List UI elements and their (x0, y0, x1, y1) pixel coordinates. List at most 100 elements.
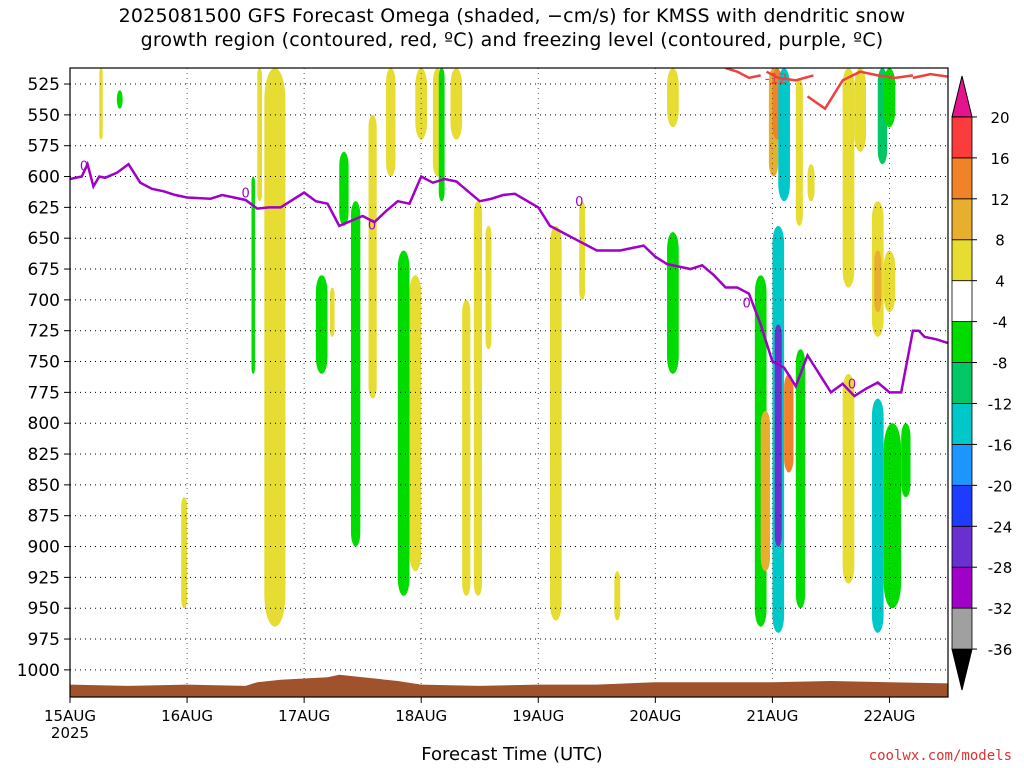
colorbar: -36 -32 -28 -24 -20 -16 -12 -8 -4 4 8 12 16 20 (951, 75, 1013, 691)
colorbar-min-arrow (951, 648, 973, 691)
colorbar-tick-label: 12 (990, 191, 1009, 209)
freezing-level-label: 0 (80, 159, 88, 174)
y-tick-label: 750 (28, 353, 60, 373)
y-tick-label: 975 (28, 630, 60, 650)
x-tick-label: 15AUG (44, 707, 96, 725)
y-tick-label: 675 (28, 260, 60, 280)
omega-shaded-cell (667, 232, 679, 374)
colorbar-swatch (951, 566, 973, 609)
y-tick-label: 700 (28, 291, 60, 311)
colorbar-tick-label: -16 (988, 436, 1013, 454)
omega-shaded-cell (579, 201, 586, 300)
colorbar-swatch (951, 484, 973, 527)
omega-shaded-cell (795, 349, 806, 609)
watermark: coolwx.com/models (868, 748, 1012, 764)
freezing-level-line (70, 160, 948, 398)
colorbar-max-arrow (951, 75, 973, 118)
x-tick-label: 16AUG (161, 707, 213, 725)
y-tick-label: 1000 (17, 661, 60, 681)
colorbar-tick-label: 20 (990, 109, 1009, 127)
dgz-contour-line (912, 72, 948, 80)
colorbar-tick-label: 8 (995, 232, 1005, 250)
colorbar-swatch (951, 362, 973, 404)
omega-shaded-cell (614, 571, 621, 621)
omega-shaded-cell (883, 250, 896, 313)
omega-shaded-cell (807, 164, 815, 202)
freezing-level-label: 0 (241, 187, 249, 202)
omega-shaded-cell (871, 398, 884, 633)
omega-shaded-cell (778, 68, 790, 202)
y-tick-label: 875 (28, 507, 60, 527)
omega-shaded-cell (760, 410, 771, 572)
omega-shaded-cell (485, 225, 492, 350)
omega-shaded-cell (264, 68, 286, 627)
y-tick-label: 800 (28, 414, 60, 434)
freezing-level-label: 0 (368, 219, 376, 234)
y-tick-label: 950 (28, 599, 60, 619)
omega-shaded-cell (257, 68, 262, 202)
dgz-contour-label: -12 (765, 71, 788, 87)
axes: 525 550 575 600 625 650 675 700 725 750 775 800 825 8… (17, 67, 949, 742)
y-tick-label: 600 (28, 168, 60, 188)
colorbar-swatch (951, 403, 973, 445)
y-tick-label: 775 (28, 383, 60, 403)
colorbar-swatch (951, 280, 973, 322)
colorbar-swatch (951, 443, 973, 486)
dgz-contour-line (765, 70, 814, 82)
omega-shaded-cell (329, 287, 335, 337)
dgz-contour-line (806, 70, 914, 111)
colorbar-tick-label: 4 (995, 273, 1005, 291)
colorbar-tick-label: -8 (993, 355, 1008, 373)
chart-title-line2: growth region (contoured, red, ºC) and f… (140, 29, 884, 51)
omega-shaded-cell (368, 114, 377, 399)
y-tick-label: 850 (28, 476, 60, 496)
y-tick-label: 725 (28, 322, 60, 342)
y-tick-label: 525 (28, 75, 60, 95)
colorbar-swatch (951, 239, 973, 282)
omega-shaded-cell (181, 497, 188, 609)
omega-shaded-cell (450, 68, 463, 140)
y-tick-label: 625 (28, 198, 60, 218)
colorbar-tick-label: -28 (988, 559, 1013, 577)
x-tick-label: 17AUG (278, 707, 330, 725)
x-year-label: 2025 (51, 724, 89, 742)
chart-title-line1: 2025081500 GFS Forecast Omega (shaded, −… (118, 5, 906, 27)
x-tick-label: 21AUG (746, 707, 798, 725)
omega-shaded-cell (315, 275, 328, 374)
x-tick-label: 19AUG (512, 707, 564, 725)
omega-shaded-cell (667, 68, 679, 128)
omega-shaded-cell (883, 68, 896, 128)
y-tick-label: 900 (28, 538, 60, 558)
omega-shaded-cell (784, 373, 794, 473)
omega-shaded-cell (386, 68, 396, 177)
terrain-fill (70, 674, 948, 697)
plot-area: -12 0 0 0 0 0 0 (70, 68, 948, 697)
x-axis-label: Forecast Time (UTC) (421, 744, 603, 765)
y-tick-label: 575 (28, 137, 60, 157)
omega-shaded-cell (883, 423, 902, 609)
y-tick-label: 550 (28, 106, 60, 126)
colorbar-tick-label: -20 (988, 477, 1013, 495)
x-tick-label: 20AUG (629, 707, 681, 725)
omega-shaded-cell (462, 299, 471, 596)
omega-shaded-cell (842, 68, 855, 288)
plot-content: -12 0 0 0 0 0 0 (70, 68, 948, 697)
colorbar-swatch (951, 157, 973, 200)
x-tick-label: 18AUG (395, 707, 447, 725)
omega-shaded-cell (854, 68, 867, 152)
y-tick-label: 825 (28, 445, 60, 465)
omega-shaded-cell (795, 77, 803, 226)
omega-shaded-cell (116, 90, 123, 109)
dgz-contour-line (725, 68, 761, 80)
colorbar-tick-label: -32 (988, 600, 1013, 618)
freezing-level-label: 0 (743, 296, 751, 311)
colorbar-tick-label: -12 (988, 395, 1013, 413)
omega-shaded-cell (251, 176, 255, 374)
colorbar-tick-label: -36 (988, 641, 1013, 659)
omega-shaded-cell (350, 201, 361, 547)
omega-shaded-cell (438, 68, 445, 202)
y-tick-label: 650 (28, 229, 60, 249)
colorbar-swatch (951, 525, 973, 568)
chart-title: 2025081500 GFS Forecast Omega (shaded, −… (0, 4, 1024, 52)
